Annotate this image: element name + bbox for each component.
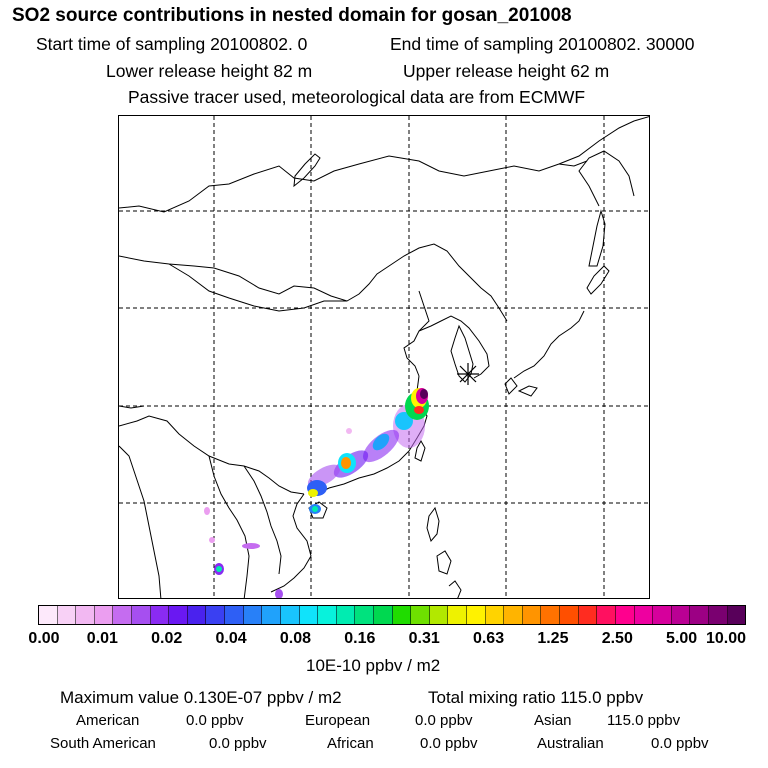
- colorbar-tick-label: 0.01: [86, 630, 118, 647]
- colorbar: [38, 605, 746, 625]
- plume-speck: [242, 543, 260, 549]
- colorbar-swatch: [578, 606, 598, 624]
- start-time-label: Start time of sampling 20100802. 0: [36, 34, 308, 54]
- asian-value: 115.0 ppbv: [607, 712, 681, 729]
- colorbar-swatch: [150, 606, 170, 624]
- colorbar-tick-label: 1.25: [537, 630, 569, 647]
- plume-segment: [216, 566, 222, 572]
- colorbar-swatch: [560, 606, 579, 624]
- american-value: 0.0 ppbv: [186, 712, 244, 729]
- colorbar-swatch: [485, 606, 505, 624]
- colorbar-swatch: [280, 606, 300, 624]
- colorbar-swatch: [113, 606, 133, 624]
- colorbar-swatch: [504, 606, 523, 624]
- page-title: SO2 source contributions in nested domai…: [12, 5, 572, 26]
- upper-release-label: Upper release height 62 m: [403, 61, 610, 81]
- colorbar-tick-label: 0.00: [28, 630, 60, 647]
- colorbar-unit: 10E-10 ppbv / m2: [306, 656, 441, 675]
- colorbar-swatch: [355, 606, 374, 624]
- colorbar-tick-label: 0.31: [408, 630, 440, 647]
- lower-release-label: Lower release height 82 m: [106, 61, 313, 81]
- colorbar-tick-label: 0.16: [344, 630, 376, 647]
- colorbar-swatch: [653, 606, 672, 624]
- colorbar-swatch: [429, 606, 449, 624]
- end-time-label: End time of sampling 20100802. 30000: [390, 34, 695, 54]
- colorbar-tick-label: 0.63: [472, 630, 505, 647]
- south-american-value: 0.0 ppbv: [209, 735, 267, 752]
- colorbar-swatch: [671, 606, 691, 624]
- plume-speck: [346, 428, 352, 434]
- colorbar-swatch: [243, 606, 263, 624]
- colorbar-tick-label: 10.00: [705, 630, 747, 647]
- plume-segment: [312, 506, 318, 512]
- plume-segment: [395, 412, 413, 430]
- colorbar-swatch: [262, 606, 281, 624]
- colorbar-swatch: [727, 606, 746, 624]
- african-value: 0.0 ppbv: [420, 735, 478, 752]
- australian-value: 0.0 ppbv: [651, 735, 709, 752]
- colorbar-swatch: [187, 606, 207, 624]
- colorbar-swatch: [169, 606, 188, 624]
- map-panel: [118, 115, 650, 599]
- colorbar-swatch: [39, 606, 58, 624]
- total-mixing-ratio: Total mixing ratio 115.0 ppbv: [428, 688, 644, 707]
- colorbar-swatch: [392, 606, 412, 624]
- colorbar-tick-label: 0.04: [215, 630, 247, 647]
- colorbar-tick-label: 2.50: [601, 630, 633, 647]
- colorbar-swatch: [522, 606, 542, 624]
- australian-label: Australian: [537, 735, 604, 752]
- data-source-note: Passive tracer used, meteorological data…: [128, 87, 586, 107]
- colorbar-swatch: [411, 606, 430, 624]
- coastlines: [119, 116, 649, 598]
- colorbar-swatch: [336, 606, 356, 624]
- plume-segment: [372, 433, 390, 451]
- plume-core: [420, 389, 428, 399]
- map-canvas: [119, 116, 649, 598]
- colorbar-swatch: [597, 606, 616, 624]
- colorbar-swatch: [448, 606, 468, 624]
- colorbar-tick-label: 5.00: [666, 630, 698, 647]
- european-value: 0.0 ppbv: [415, 712, 473, 729]
- plume-segment: [341, 457, 351, 469]
- colorbar-swatch: [541, 606, 561, 624]
- colorbar-tick-label: 0.08: [279, 630, 312, 647]
- south-american-label: South American: [50, 735, 156, 752]
- colorbar-swatch: [467, 606, 486, 624]
- colorbar-swatch: [615, 606, 635, 624]
- plume-core: [414, 406, 424, 414]
- colorbar-swatch: [634, 606, 654, 624]
- plume-segment: [308, 489, 318, 497]
- colorbar-swatch: [76, 606, 95, 624]
- colorbar-swatch: [132, 606, 151, 624]
- african-label: African: [327, 735, 374, 752]
- european-label: European: [305, 712, 371, 729]
- colorbar-swatch: [318, 606, 337, 624]
- asterisk-icon: [457, 363, 479, 385]
- colorbar-tick-label: 0.02: [151, 630, 183, 647]
- colorbar-swatch: [373, 606, 393, 624]
- colorbar-swatch: [690, 606, 709, 624]
- colorbar-swatch: [225, 606, 244, 624]
- maximum-value: Maximum value 0.130E-07 ppbv / m2: [60, 688, 342, 707]
- plume-speck: [209, 537, 215, 543]
- colorbar-swatch: [94, 606, 114, 624]
- colorbar-swatch: [206, 606, 226, 624]
- map-grid: [119, 116, 649, 598]
- asian-label: Asian: [534, 712, 572, 729]
- colorbar-swatch: [708, 606, 728, 624]
- colorbar-swatch: [299, 606, 319, 624]
- so2-plume: [204, 388, 429, 598]
- colorbar-swatch: [57, 606, 77, 624]
- american-label: American: [76, 712, 140, 729]
- plume-speck: [204, 507, 210, 515]
- plume-speck: [275, 589, 283, 598]
